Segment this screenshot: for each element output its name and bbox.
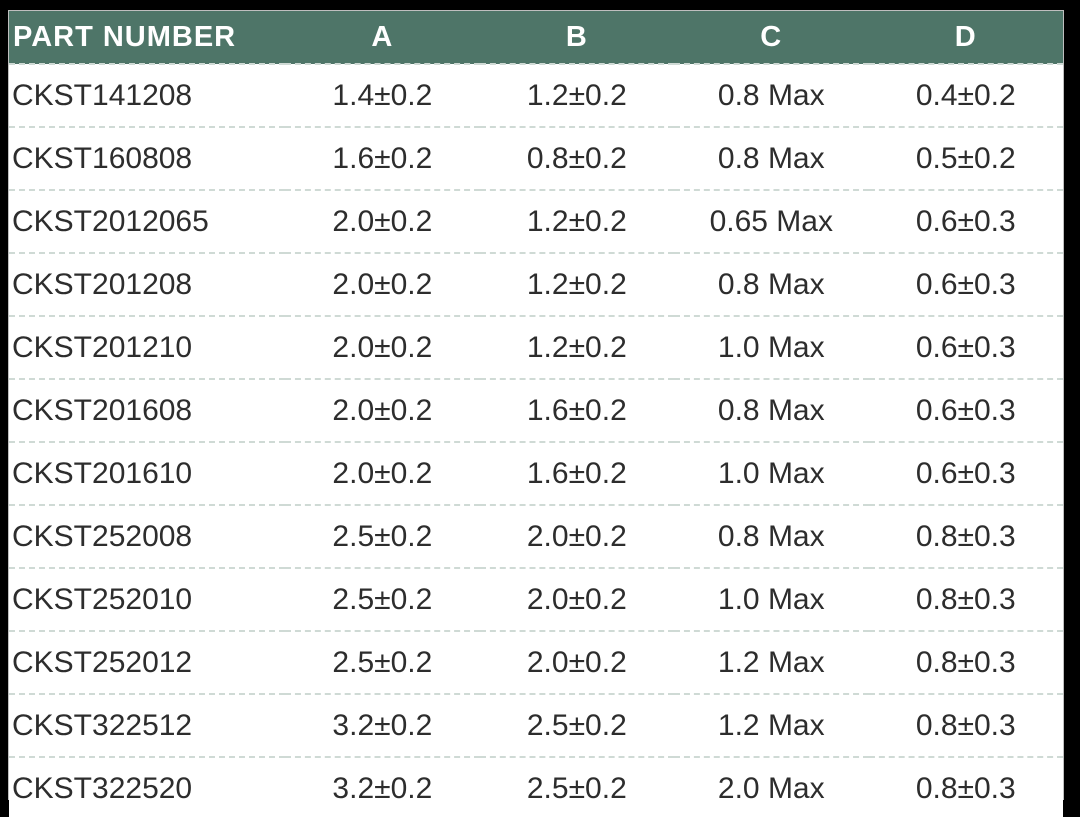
dim-b-cell: 1.6±0.2: [479, 441, 675, 505]
part-number-cell: CKST2012065: [9, 189, 286, 253]
dim-c-cell: 0.8 Max: [674, 378, 869, 442]
spec-table-container: PART NUMBER A B C D CKST141208 1.4±0.2 1…: [8, 10, 1064, 817]
dim-b-cell: 1.2±0.2: [479, 252, 675, 316]
dim-a-cell: 2.0±0.2: [285, 189, 480, 253]
dim-d-cell: 0.4±0.2: [868, 63, 1063, 127]
column-header-d: D: [868, 11, 1063, 64]
dim-c-cell: 1.2 Max: [674, 630, 869, 694]
dim-b-cell: 2.0±0.2: [479, 567, 675, 631]
part-number-cell: CKST201610: [9, 441, 286, 505]
part-number-cell: CKST201608: [9, 378, 286, 442]
table-row: CKST2012065 2.0±0.2 1.2±0.2 0.65 Max 0.6…: [9, 189, 1063, 253]
table-row: CKST252008 2.5±0.2 2.0±0.2 0.8 Max 0.8±0…: [9, 504, 1063, 568]
column-header-b: B: [479, 11, 675, 64]
part-number-cell: CKST160808: [9, 126, 286, 190]
column-header-a: A: [285, 11, 480, 64]
table-body: CKST141208 1.4±0.2 1.2±0.2 0.8 Max 0.4±0…: [9, 63, 1063, 817]
table-row: CKST160808 1.6±0.2 0.8±0.2 0.8 Max 0.5±0…: [9, 126, 1063, 190]
table-row: CKST322520 3.2±0.2 2.5±0.2 2.0 Max 0.8±0…: [9, 756, 1063, 817]
part-number-cell: CKST201208: [9, 252, 286, 316]
dim-a-cell: 3.2±0.2: [285, 693, 480, 757]
dim-b-cell: 2.0±0.2: [479, 630, 675, 694]
column-header-part-number: PART NUMBER: [9, 11, 286, 64]
dim-a-cell: 1.4±0.2: [285, 63, 480, 127]
part-number-cell: CKST252010: [9, 567, 286, 631]
dim-d-cell: 0.8±0.3: [868, 756, 1063, 817]
dim-a-cell: 2.0±0.2: [285, 378, 480, 442]
dim-c-cell: 0.8 Max: [674, 504, 869, 568]
part-number-cell: CKST322512: [9, 693, 286, 757]
dim-a-cell: 2.5±0.2: [285, 567, 480, 631]
dim-d-cell: 0.8±0.3: [868, 693, 1063, 757]
part-number-cell: CKST322520: [9, 756, 286, 817]
dim-b-cell: 1.2±0.2: [479, 63, 675, 127]
header-row: PART NUMBER A B C D: [9, 11, 1063, 64]
dim-d-cell: 0.8±0.3: [868, 504, 1063, 568]
dim-b-cell: 2.5±0.2: [479, 756, 675, 817]
dim-a-cell: 2.0±0.2: [285, 315, 480, 379]
dim-c-cell: 0.8 Max: [674, 126, 869, 190]
table-row: CKST252012 2.5±0.2 2.0±0.2 1.2 Max 0.8±0…: [9, 630, 1063, 694]
table-row: CKST201610 2.0±0.2 1.6±0.2 1.0 Max 0.6±0…: [9, 441, 1063, 505]
dim-d-cell: 0.6±0.3: [868, 315, 1063, 379]
part-dimensions-table: PART NUMBER A B C D CKST141208 1.4±0.2 1…: [9, 11, 1063, 817]
table-row: CKST141208 1.4±0.2 1.2±0.2 0.8 Max 0.4±0…: [9, 63, 1063, 127]
part-number-cell: CKST141208: [9, 63, 286, 127]
dim-c-cell: 1.0 Max: [674, 441, 869, 505]
dim-c-cell: 0.65 Max: [674, 189, 869, 253]
dim-c-cell: 0.8 Max: [674, 63, 869, 127]
table-row: CKST252010 2.5±0.2 2.0±0.2 1.0 Max 0.8±0…: [9, 567, 1063, 631]
dim-a-cell: 2.0±0.2: [285, 252, 480, 316]
table-row: CKST201608 2.0±0.2 1.6±0.2 0.8 Max 0.6±0…: [9, 378, 1063, 442]
table-row: CKST201210 2.0±0.2 1.2±0.2 1.0 Max 0.6±0…: [9, 315, 1063, 379]
table-row: CKST201208 2.0±0.2 1.2±0.2 0.8 Max 0.6±0…: [9, 252, 1063, 316]
dim-d-cell: 0.6±0.3: [868, 252, 1063, 316]
dim-a-cell: 2.5±0.2: [285, 504, 480, 568]
dim-c-cell: 0.8 Max: [674, 252, 869, 316]
dim-c-cell: 1.2 Max: [674, 693, 869, 757]
column-header-c: C: [674, 11, 869, 64]
dim-c-cell: 1.0 Max: [674, 567, 869, 631]
dim-c-cell: 2.0 Max: [674, 756, 869, 817]
dim-b-cell: 2.5±0.2: [479, 693, 675, 757]
dim-d-cell: 0.6±0.3: [868, 189, 1063, 253]
dim-b-cell: 2.0±0.2: [479, 504, 675, 568]
table-row: CKST322512 3.2±0.2 2.5±0.2 1.2 Max 0.8±0…: [9, 693, 1063, 757]
dim-b-cell: 0.8±0.2: [479, 126, 675, 190]
dim-a-cell: 2.5±0.2: [285, 630, 480, 694]
dim-b-cell: 1.2±0.2: [479, 315, 675, 379]
dim-a-cell: 2.0±0.2: [285, 441, 480, 505]
dim-b-cell: 1.2±0.2: [479, 189, 675, 253]
table-header: PART NUMBER A B C D: [9, 11, 1063, 64]
dim-d-cell: 0.8±0.3: [868, 630, 1063, 694]
part-number-cell: CKST201210: [9, 315, 286, 379]
dim-d-cell: 0.6±0.3: [868, 378, 1063, 442]
dim-a-cell: 3.2±0.2: [285, 756, 480, 817]
dim-d-cell: 0.8±0.3: [868, 567, 1063, 631]
dim-d-cell: 0.6±0.3: [868, 441, 1063, 505]
dim-a-cell: 1.6±0.2: [285, 126, 480, 190]
part-number-cell: CKST252012: [9, 630, 286, 694]
part-number-cell: CKST252008: [9, 504, 286, 568]
dim-b-cell: 1.6±0.2: [479, 378, 675, 442]
dim-c-cell: 1.0 Max: [674, 315, 869, 379]
dim-d-cell: 0.5±0.2: [868, 126, 1063, 190]
